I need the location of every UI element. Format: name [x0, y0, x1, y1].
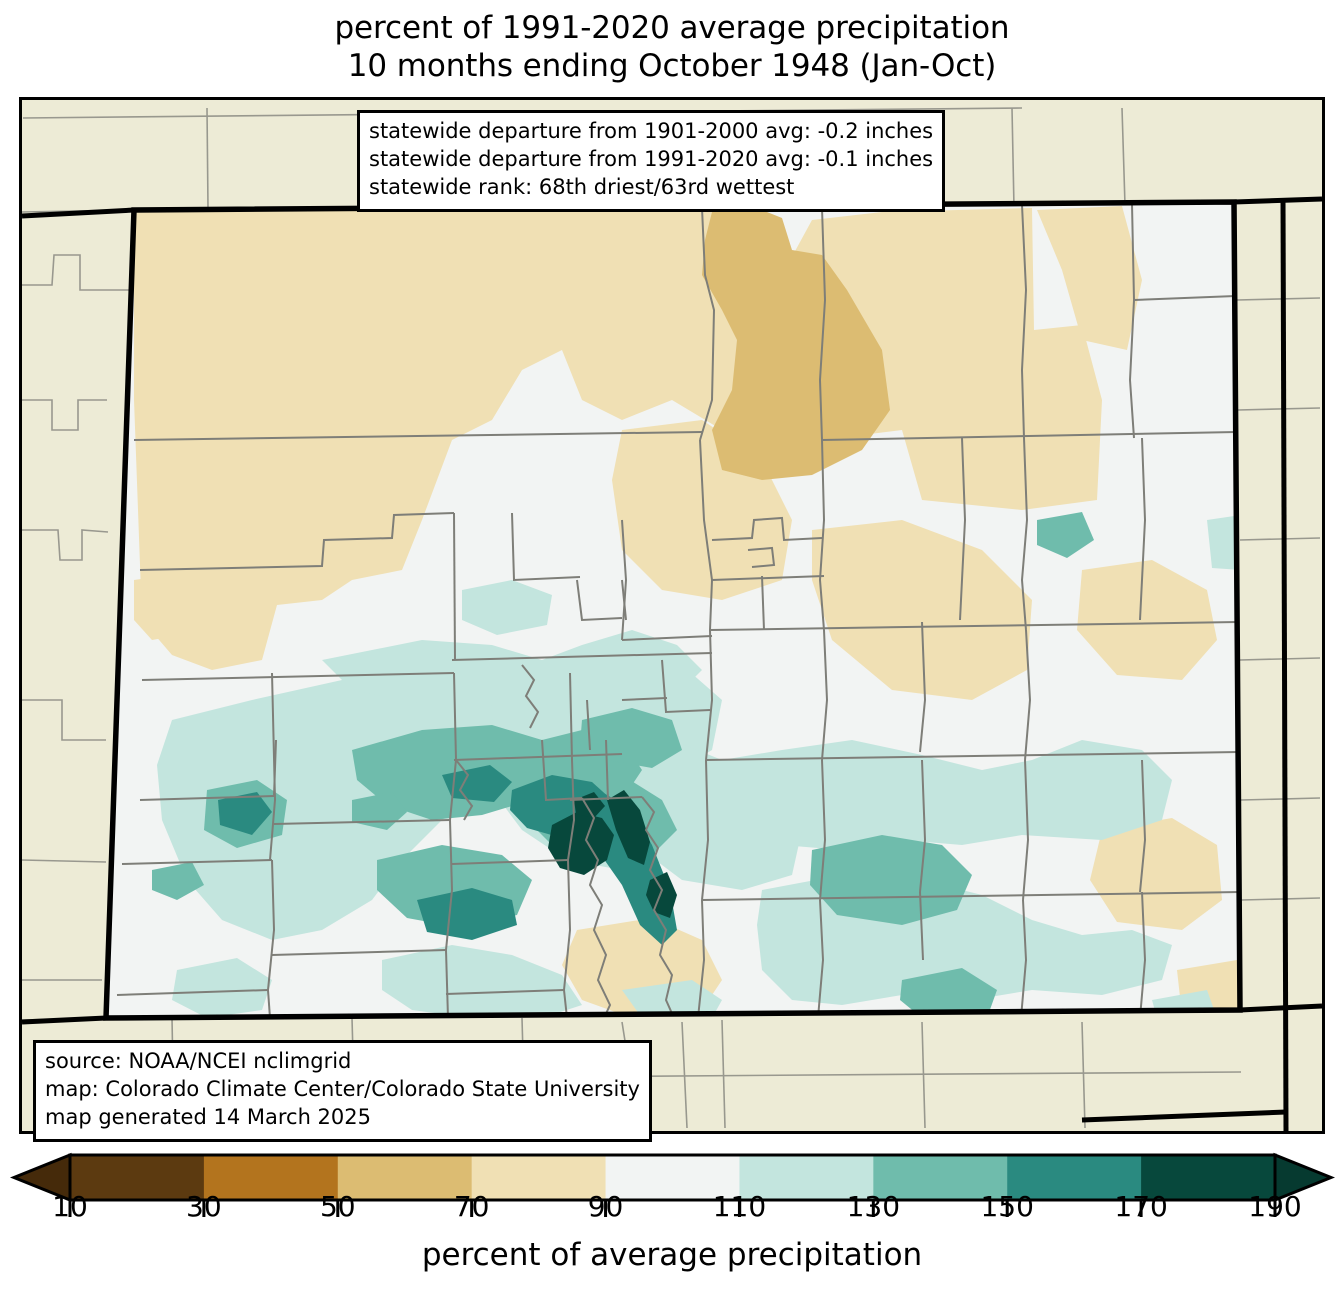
source-annotation-box: source: NOAA/NCEI nclimgrid map: Colorad… — [33, 1040, 652, 1142]
precipitation-map[interactable] — [19, 97, 1325, 1134]
colorbar-legend: 10 30 50 70 90 110 130 150 170 190 percent of ave… — [0, 1140, 1344, 1299]
stat-statewide-rank: statewide rank: 68th driest/63rd wettest — [369, 174, 795, 199]
colorbar-tick-label: 110 — [712, 1190, 767, 1223]
source-data: source: NOAA/NCEI nclimgrid — [45, 1049, 352, 1073]
colorbar-tick-label: 170 — [1114, 1190, 1168, 1223]
neighbor-state-borders — [22, 196, 1322, 1131]
colorbar-outline — [68, 1153, 1277, 1202]
colorbar-tick-label: 150 — [980, 1190, 1034, 1223]
colorbar-tick-label: 10 — [52, 1190, 88, 1223]
title-line-2: 10 months ending October 1948 (Jan-Oct) — [347, 47, 997, 84]
colorbar-band — [873, 1155, 1008, 1200]
colorbar-tick-label: 30 — [186, 1190, 222, 1223]
colorbar-axis-title: percent of average precipitation — [421, 1237, 923, 1273]
stat-departure-1901-2000: statewide departure from 1901-2000 avg: … — [369, 119, 934, 143]
source-map-credit: map: Colorado Climate Center/Colorado St… — [45, 1076, 640, 1101]
colorbar-band — [471, 1155, 607, 1200]
source-generated-date: map generated 14 March 2025 — [45, 1104, 372, 1129]
colorbar-tick-label: 190 — [1248, 1190, 1302, 1223]
band-50-70 — [702, 208, 890, 480]
colorado-precipitation-field — [106, 202, 1240, 1018]
colorbar-band — [1141, 1155, 1276, 1200]
statistics-annotation-box: statewide departure from 1901-2000 avg: … — [357, 110, 946, 212]
colorbar-band — [337, 1155, 473, 1200]
stat-departure-1991-2020: statewide departure from 1991-2020 avg: … — [369, 146, 934, 171]
title-line-1: percent of 1991-2020 average precipitati… — [334, 10, 1010, 46]
colorbar-tick-labels: 10 30 50 70 90 110 130 150 170 190 — [0, 1190, 1344, 1230]
colorbar-graphic — [9, 1152, 1336, 1217]
colorbar-tick-label: 70 — [453, 1190, 490, 1223]
colorbar-ticks — [68, 1200, 1277, 1217]
colorado-county-lines — [116, 203, 1240, 1018]
colorbar-band — [203, 1155, 339, 1200]
colorbar-band — [605, 1155, 741, 1200]
colorbar-bands — [9, 1152, 1336, 1203]
colorbar-band — [739, 1155, 874, 1200]
colorbar-band — [1007, 1155, 1142, 1200]
colorbar-tick-label: 130 — [846, 1190, 901, 1223]
page-title: percent of 1991-2020 average precipitati… — [0, 10, 1344, 86]
map-graphic — [22, 100, 1322, 1131]
colorbar-tick-label: 50 — [319, 1190, 356, 1223]
colorbar-band — [70, 1155, 205, 1200]
colorbar-tick-label: 90 — [587, 1190, 624, 1223]
